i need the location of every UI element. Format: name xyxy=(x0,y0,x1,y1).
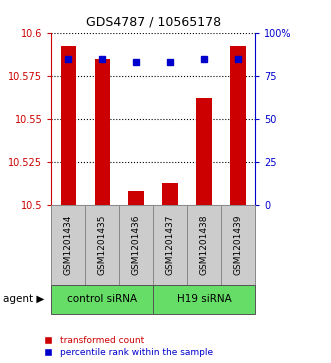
Bar xyxy=(221,205,255,285)
Bar xyxy=(51,285,153,314)
Bar xyxy=(51,205,85,285)
Text: GSM1201434: GSM1201434 xyxy=(64,215,73,275)
Bar xyxy=(95,58,110,205)
Text: GSM1201439: GSM1201439 xyxy=(233,215,242,275)
Text: agent ▶: agent ▶ xyxy=(3,294,45,305)
Bar xyxy=(163,183,178,205)
Text: GSM1201436: GSM1201436 xyxy=(132,215,141,275)
Bar xyxy=(153,285,255,314)
Text: H19 siRNA: H19 siRNA xyxy=(177,294,231,305)
Bar xyxy=(153,205,187,285)
Bar xyxy=(230,46,246,205)
Text: GSM1201438: GSM1201438 xyxy=(200,215,209,275)
Bar xyxy=(85,205,119,285)
Bar xyxy=(187,205,221,285)
Bar xyxy=(61,46,76,205)
Title: GDS4787 / 10565178: GDS4787 / 10565178 xyxy=(85,16,221,29)
Text: control siRNA: control siRNA xyxy=(67,294,137,305)
Legend: transformed count, percentile rank within the sample: transformed count, percentile rank withi… xyxy=(38,334,215,359)
Bar xyxy=(196,98,212,205)
Bar xyxy=(128,191,144,205)
Bar xyxy=(119,205,153,285)
Text: GSM1201435: GSM1201435 xyxy=(98,215,107,275)
Text: GSM1201437: GSM1201437 xyxy=(166,215,174,275)
